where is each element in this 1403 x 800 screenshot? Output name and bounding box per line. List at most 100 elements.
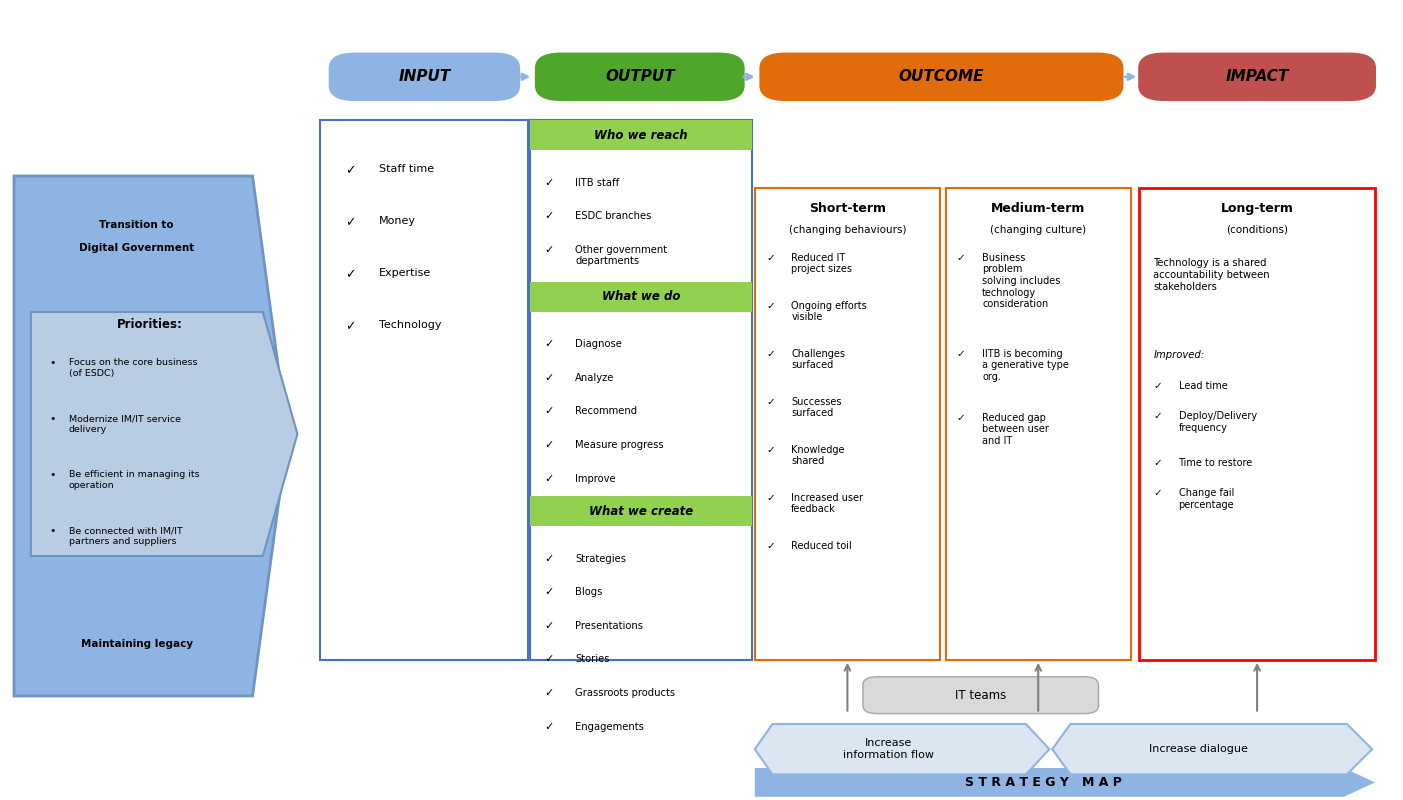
Text: ✓: ✓ [544,474,554,484]
Text: Diagnose: Diagnose [575,339,622,350]
Polygon shape [755,724,1049,774]
Text: Other government
departments: Other government departments [575,245,668,266]
Text: Knowledge
shared: Knowledge shared [791,445,845,466]
Text: ✓: ✓ [1153,488,1162,498]
Text: What we create: What we create [589,505,693,518]
Text: IITB staff: IITB staff [575,178,620,188]
Text: Engagements: Engagements [575,722,644,732]
Text: ✓: ✓ [766,445,774,455]
Text: Increase
information flow: Increase information flow [843,738,933,760]
Polygon shape [31,312,297,556]
Text: Business
problem
solving includes
technology
consideration: Business problem solving includes techno… [982,253,1061,310]
Text: Technology is a shared
accountability between
stakeholders: Technology is a shared accountability be… [1153,258,1270,292]
Text: Deploy/Delivery
frequency: Deploy/Delivery frequency [1179,411,1257,433]
Text: (conditions): (conditions) [1226,225,1288,234]
Text: Strategies: Strategies [575,554,626,564]
Bar [530,496,752,526]
Bar [530,282,752,312]
Text: ✓: ✓ [957,253,965,263]
Text: Challenges
surfaced: Challenges surfaced [791,349,845,370]
Text: ✓: ✓ [544,554,554,564]
Text: Improve: Improve [575,474,616,484]
Text: Increased user
feedback: Increased user feedback [791,493,863,514]
Text: ✓: ✓ [544,339,554,350]
Text: ✓: ✓ [345,320,355,333]
Text: Lead time: Lead time [1179,381,1228,391]
Text: •: • [49,414,56,424]
Text: Who we reach: Who we reach [595,129,687,142]
Text: Money: Money [379,216,415,226]
Text: Reduced toil: Reduced toil [791,541,852,551]
Text: Focus on the core business
(of ESDC): Focus on the core business (of ESDC) [69,358,198,378]
Text: ✓: ✓ [957,349,965,359]
Text: Grassroots products: Grassroots products [575,688,675,698]
Text: ✓: ✓ [1153,458,1162,468]
Text: ✓: ✓ [544,245,554,255]
Text: ✓: ✓ [345,164,355,177]
Text: ✓: ✓ [544,621,554,631]
Text: Successes
surfaced: Successes surfaced [791,397,842,418]
Text: INPUT: INPUT [398,70,450,84]
Text: ✓: ✓ [766,541,774,551]
Text: Reduced gap
between user
and IT: Reduced gap between user and IT [982,413,1049,446]
Bar [530,120,752,660]
Text: Expertise: Expertise [379,268,431,278]
Text: Be efficient in managing its
operation: Be efficient in managing its operation [69,470,199,490]
Text: Stories: Stories [575,654,610,665]
Text: Priorities:: Priorities: [118,318,182,331]
Text: Increase dialogue: Increase dialogue [1149,744,1247,754]
Text: Presentations: Presentations [575,621,643,631]
Text: ✓: ✓ [544,654,554,665]
Text: Analyze: Analyze [575,373,615,383]
Text: Ongoing efforts
visible: Ongoing efforts visible [791,301,867,322]
Text: Blogs: Blogs [575,587,603,598]
Text: OUTCOME: OUTCOME [899,70,984,84]
Text: ✓: ✓ [345,216,355,229]
Text: ✓: ✓ [544,178,554,188]
Text: ESDC branches: ESDC branches [575,211,651,222]
Text: ✓: ✓ [544,440,554,450]
Bar [320,120,528,660]
Text: ✓: ✓ [544,373,554,383]
Text: ✓: ✓ [544,406,554,417]
Text: ✓: ✓ [544,688,554,698]
Text: •: • [49,526,56,536]
Bar [530,120,752,150]
Text: ✓: ✓ [1153,411,1162,422]
FancyBboxPatch shape [536,54,744,100]
Polygon shape [1052,724,1372,774]
Text: ✓: ✓ [766,397,774,407]
Text: ✓: ✓ [345,268,355,281]
Polygon shape [755,768,1375,797]
Text: Reduced IT
project sizes: Reduced IT project sizes [791,253,852,274]
Text: Change fail
percentage: Change fail percentage [1179,488,1235,510]
Polygon shape [14,176,288,696]
Text: Improved:: Improved: [1153,350,1204,361]
Text: ✓: ✓ [544,211,554,222]
Bar [755,188,940,660]
Text: •: • [49,358,56,368]
FancyBboxPatch shape [760,54,1122,100]
Text: IMPACT: IMPACT [1225,70,1289,84]
Text: Modernize IM/IT service
delivery: Modernize IM/IT service delivery [69,414,181,434]
Text: ✓: ✓ [544,722,554,732]
Text: ✓: ✓ [544,587,554,598]
Text: Long-term: Long-term [1221,202,1294,214]
Text: Transition to

Digital Government: Transition to Digital Government [79,220,195,253]
Text: (changing culture): (changing culture) [991,225,1086,234]
Text: ✓: ✓ [766,493,774,503]
Text: OUTPUT: OUTPUT [605,70,675,84]
FancyBboxPatch shape [330,54,519,100]
Text: IT teams: IT teams [955,689,1006,702]
Text: S T R A T E G Y   M A P: S T R A T E G Y M A P [965,776,1122,789]
Bar [1139,188,1375,660]
FancyBboxPatch shape [1139,54,1375,100]
Text: ✓: ✓ [766,301,774,311]
Text: Technology: Technology [379,320,442,330]
Text: Measure progress: Measure progress [575,440,664,450]
Text: IITB is becoming
a generative type
org.: IITB is becoming a generative type org. [982,349,1069,382]
Text: ✓: ✓ [1153,381,1162,391]
Text: Time to restore: Time to restore [1179,458,1253,468]
Text: ✓: ✓ [957,413,965,423]
Text: What we do: What we do [602,290,680,303]
